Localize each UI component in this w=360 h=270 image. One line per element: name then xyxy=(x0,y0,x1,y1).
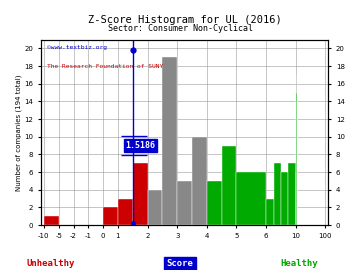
Bar xyxy=(266,199,274,225)
Bar xyxy=(288,163,296,225)
Bar xyxy=(207,181,222,225)
Text: 1.5186: 1.5186 xyxy=(125,141,155,150)
Text: Score: Score xyxy=(167,259,193,268)
Text: Sector: Consumer Non-Cyclical: Sector: Consumer Non-Cyclical xyxy=(108,24,252,33)
Text: Unhealthy: Unhealthy xyxy=(26,259,75,268)
Bar xyxy=(274,163,281,225)
Bar xyxy=(118,199,133,225)
Text: The Research Foundation of SUNY: The Research Foundation of SUNY xyxy=(47,64,163,69)
Bar xyxy=(148,190,162,225)
Bar xyxy=(177,181,192,225)
Bar xyxy=(192,137,207,225)
Bar xyxy=(44,216,59,225)
Y-axis label: Number of companies (194 total): Number of companies (194 total) xyxy=(15,74,22,191)
Bar xyxy=(103,207,118,225)
Text: ©www.textbiz.org: ©www.textbiz.org xyxy=(47,45,107,50)
Bar xyxy=(133,163,148,225)
Bar xyxy=(281,172,288,225)
Bar xyxy=(237,172,266,225)
Bar xyxy=(222,146,237,225)
Title: Z-Score Histogram for UL (2016): Z-Score Histogram for UL (2016) xyxy=(88,15,282,25)
Bar xyxy=(162,57,177,225)
Text: Healthy: Healthy xyxy=(280,259,318,268)
